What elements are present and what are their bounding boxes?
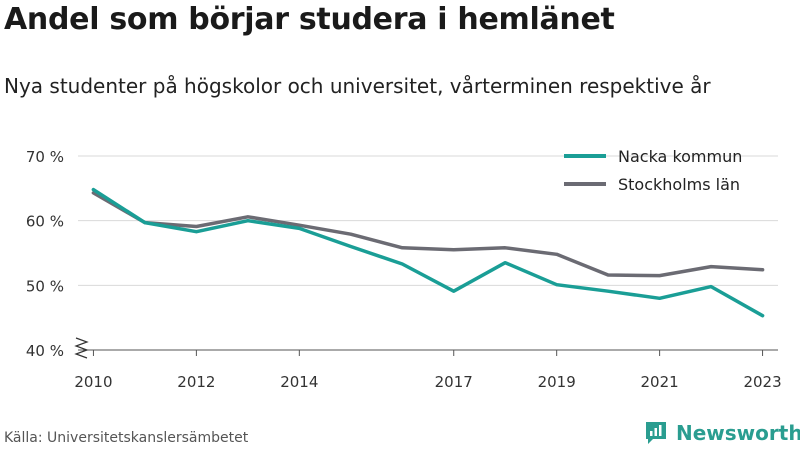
chart-title: Andel som börjar studera i hemlänet [4, 2, 615, 37]
x-tick-label: 2019 [538, 373, 576, 391]
brand-name: Newsworthy [676, 421, 800, 445]
series-lines [91, 187, 765, 318]
y-tick-label: 60 % [26, 213, 64, 231]
series-line [91, 187, 765, 318]
x-tick-label: 2023 [743, 373, 781, 391]
gridlines [78, 155, 778, 286]
x-tick-label: 2014 [280, 373, 318, 391]
y-tick-label: 50 % [26, 277, 64, 295]
y-tick-label: 70 % [26, 148, 64, 166]
legend: Nacka kommun Stockholms län [564, 147, 742, 194]
chart-subtitle: Nya studenter på högskolor och universit… [4, 74, 711, 98]
x-axis-tick-labels: 2010 2012 2014 2017 2019 2021 2023 [74, 373, 781, 391]
legend-label: Nacka kommun [618, 147, 742, 166]
y-axis-tick-labels: 40 % 50 % 60 % 70 % [26, 148, 64, 360]
x-tick-label: 2021 [641, 373, 679, 391]
newsworthy-logo-icon [646, 422, 666, 444]
y-tick-label: 40 % [26, 342, 64, 360]
legend-label: Stockholms län [618, 175, 740, 194]
axis-break-icon [74, 337, 89, 359]
x-tick-label: 2010 [74, 373, 112, 391]
brand-logo: Newsworthy [644, 420, 800, 446]
x-axis [78, 349, 778, 356]
series-line [91, 191, 765, 278]
x-tick-label: 2017 [435, 373, 473, 391]
x-tick-label: 2012 [177, 373, 215, 391]
source-note: Källa: Universitetskanslersämbetet [4, 430, 249, 446]
